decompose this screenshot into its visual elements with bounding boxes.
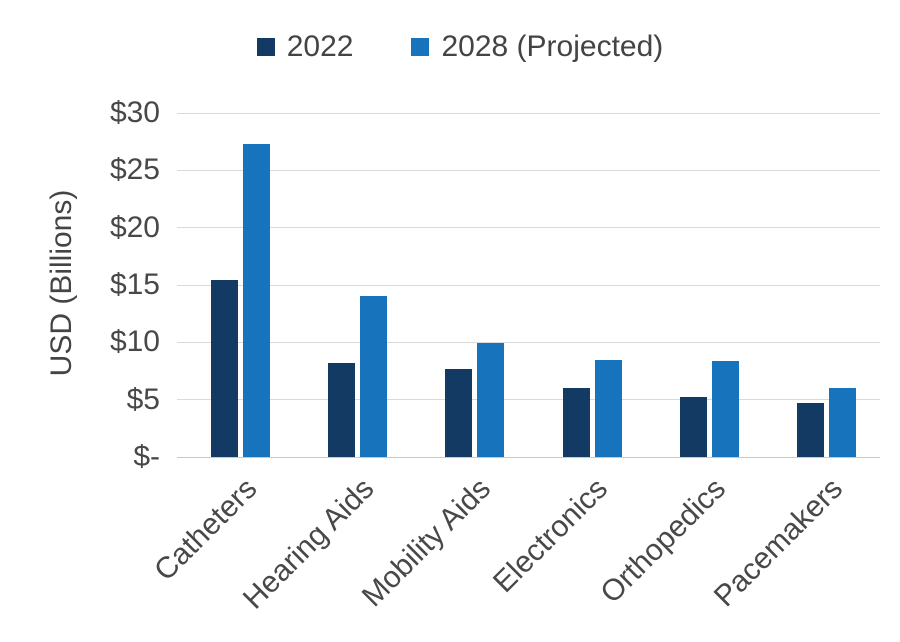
bar-group-electronics [534, 113, 651, 457]
y-tick-label: $5 [126, 382, 160, 416]
bar-2028-catheters [243, 144, 271, 457]
bar-2022-pacemakers [796, 403, 824, 457]
legend-label-2028: 2028 (Projected) [441, 30, 664, 63]
legend-swatch-2028-icon [411, 37, 430, 56]
bar-2022-electronics [562, 388, 590, 457]
gridline [177, 399, 880, 401]
bar-group-catheters [182, 113, 299, 457]
bar-group-orthopedics [651, 113, 768, 457]
bar-2022-hearing-aids [328, 363, 356, 457]
y-tick-label: $20 [109, 210, 160, 244]
bar-2022-catheters [211, 280, 239, 457]
bar-2028-orthopedics [711, 361, 739, 457]
gridline [177, 284, 880, 286]
y-tick-label: $15 [109, 268, 160, 301]
bar-group-pacemakers [768, 113, 885, 457]
legend-item-2022: 2022 [256, 30, 354, 63]
bar-2028-electronics [594, 360, 622, 457]
x-axis-line [177, 456, 880, 458]
y-tick-label: $25 [109, 153, 160, 187]
legend-label-2022: 2022 [286, 30, 354, 63]
bar-2022-mobility-aids [445, 369, 473, 457]
gridline [177, 227, 880, 229]
x-axis-label: Electronics [487, 472, 615, 600]
bar-2022-orthopedics [679, 397, 707, 457]
y-tick-label: $- [133, 440, 160, 473]
bar-group-mobility-aids [416, 113, 533, 457]
gridline [177, 112, 880, 114]
bar-2028-hearing-aids [360, 296, 388, 457]
bar-group-hearing-aids [299, 113, 416, 457]
bar-2028-pacemakers [828, 388, 856, 457]
legend-item-2028: 2028 (Projected) [411, 30, 663, 63]
y-tick-label: $10 [109, 325, 160, 359]
bar-2028-mobility-aids [477, 343, 505, 457]
y-tick-label: $30 [109, 96, 160, 129]
legend-swatch-2022-icon [256, 37, 275, 56]
plot-area [177, 112, 880, 458]
gridline [177, 169, 880, 171]
gridline [177, 341, 880, 343]
x-axis-label: Catheters [147, 472, 263, 588]
legend: 2022 2028 (Projected) [0, 30, 900, 63]
